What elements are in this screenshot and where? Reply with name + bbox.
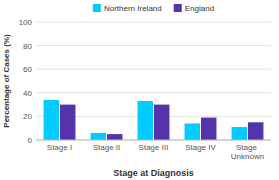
grid-line bbox=[36, 92, 271, 93]
bar bbox=[185, 123, 200, 140]
x-axis-line bbox=[36, 140, 271, 141]
y-tick-label: 20 bbox=[23, 112, 32, 121]
bar bbox=[232, 127, 247, 140]
bar bbox=[154, 105, 169, 140]
bar bbox=[44, 100, 59, 140]
bar bbox=[91, 133, 106, 140]
y-tick-label: 40 bbox=[23, 89, 32, 98]
grid-line bbox=[36, 69, 271, 70]
chart-container: 020406080100Stage IStage IIStage IIIStag… bbox=[0, 0, 279, 180]
legend-label: England bbox=[185, 4, 214, 13]
bars bbox=[44, 100, 264, 140]
bar bbox=[248, 122, 263, 140]
y-tick-label: 80 bbox=[23, 42, 32, 51]
chart: 020406080100Stage IStage IIStage IIIStag… bbox=[0, 0, 279, 180]
x-tick-label: Stage Unknown bbox=[231, 143, 264, 161]
legend-label: Northern Ireland bbox=[104, 4, 162, 13]
x-tick-label: Stage III bbox=[139, 143, 169, 152]
bar bbox=[60, 105, 75, 140]
y-axis-label: Percentage of Cases (%) bbox=[2, 34, 11, 128]
bar bbox=[138, 101, 153, 140]
x-tick-label: Stage IV bbox=[185, 143, 216, 152]
y-tick-label: 60 bbox=[23, 65, 32, 74]
x-tick-label: Stage II bbox=[93, 143, 121, 152]
legend-swatch bbox=[174, 4, 182, 12]
grid-line bbox=[36, 140, 271, 141]
legend-item: England bbox=[174, 4, 214, 13]
grid-line bbox=[36, 45, 271, 46]
legend-item: Northern Ireland bbox=[93, 4, 162, 13]
bar bbox=[107, 134, 122, 140]
x-axis-label: Stage at Diagnosis bbox=[113, 168, 194, 178]
x-tick-label: Stage I bbox=[47, 143, 72, 152]
grid bbox=[36, 22, 271, 140]
bar bbox=[201, 118, 216, 140]
y-tick-label: 100 bbox=[19, 18, 33, 27]
y-tick-label: 0 bbox=[28, 136, 33, 145]
legend: Northern Ireland England bbox=[93, 4, 214, 13]
grid-line bbox=[36, 22, 271, 23]
y-axis: 0 20 40 60 80 100 bbox=[19, 18, 33, 145]
legend-swatch bbox=[93, 4, 101, 12]
x-axis: Stage I Stage II Stage III Stage IV Stage Un… bbox=[47, 143, 264, 161]
